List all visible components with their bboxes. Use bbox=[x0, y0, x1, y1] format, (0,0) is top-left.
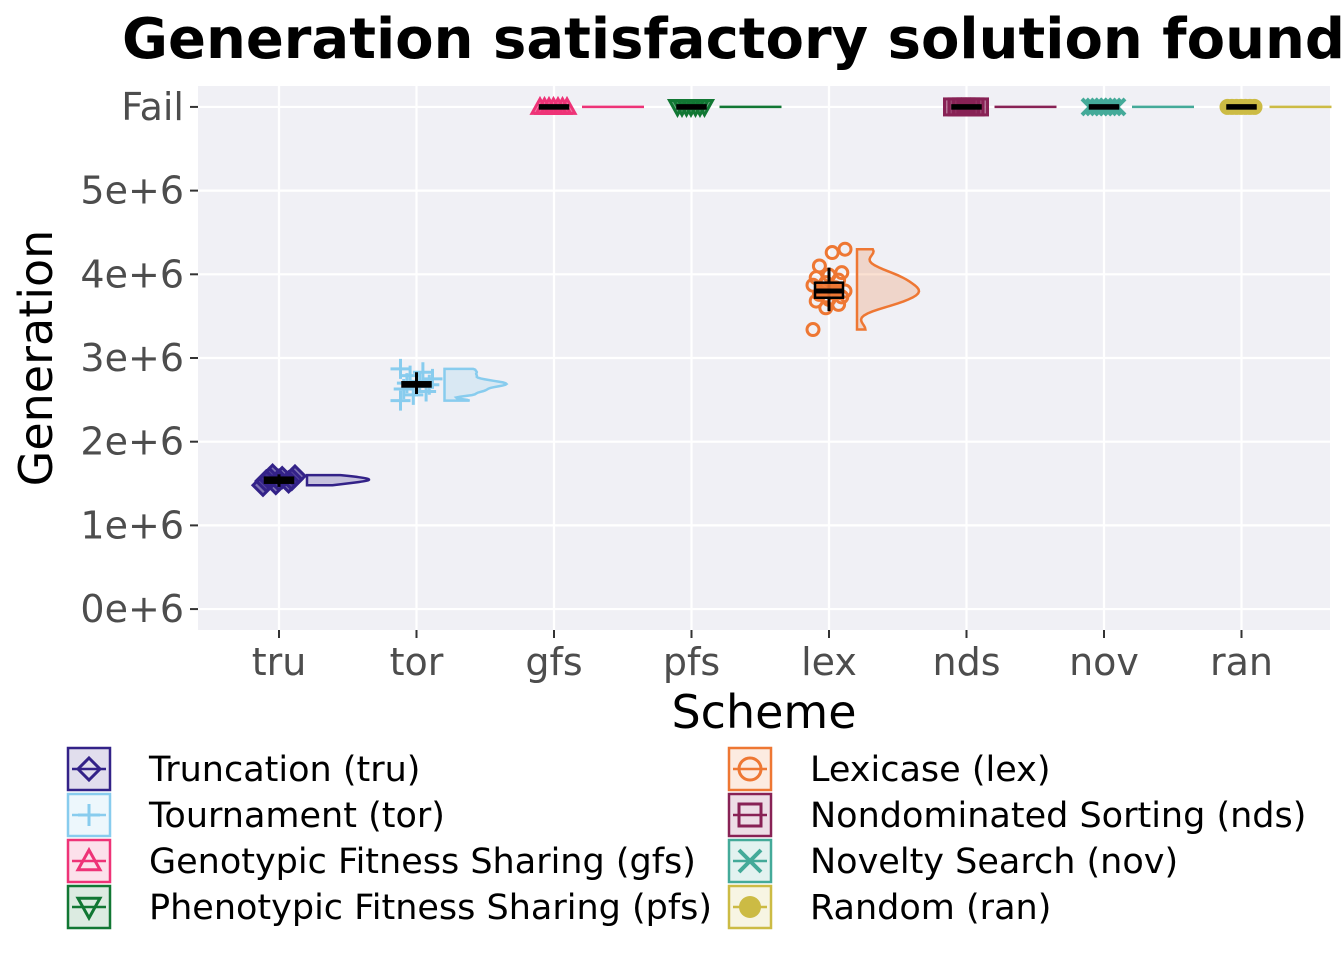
x-tick-label: nds bbox=[932, 640, 1000, 684]
point-lex bbox=[824, 245, 840, 261]
chart-title: Generation satisfactory solution found bbox=[122, 7, 1344, 72]
x-tick-label: tor bbox=[390, 640, 444, 684]
y-tick-label: 1e+6 bbox=[80, 503, 184, 547]
legend-label-gfs: Genotypic Fitness Sharing (gfs) bbox=[149, 842, 696, 882]
x-tick-label: lex bbox=[801, 640, 857, 684]
y-tick-label: 2e+6 bbox=[80, 420, 184, 464]
point-lex bbox=[805, 322, 821, 338]
point-lex bbox=[837, 241, 853, 257]
y-axis: 0e+6 1e+6 2e+6 3e+6 4e+6 5e+6 Fail bbox=[80, 85, 198, 631]
legend-label-tor: Tournament (tor) bbox=[148, 796, 445, 836]
legend-marker-nov bbox=[737, 848, 763, 874]
legend-label-tru: Truncation (tru) bbox=[148, 750, 420, 790]
x-tick-label: ran bbox=[1210, 640, 1273, 684]
y-axis-label: Generation bbox=[9, 230, 63, 487]
legend-marker-ran bbox=[739, 896, 761, 918]
y-tick-label: 0e+6 bbox=[80, 587, 184, 631]
violin-tor bbox=[443, 367, 509, 402]
y-tick-label: 5e+6 bbox=[80, 169, 184, 213]
grid bbox=[198, 86, 1330, 630]
boxes bbox=[263, 104, 1257, 487]
legend-label-pfs: Phenotypic Fitness Sharing (pfs) bbox=[149, 888, 712, 928]
x-axis-label: Scheme bbox=[671, 685, 856, 739]
legend-label-nds: Nondominated Sorting (nds) bbox=[810, 796, 1306, 836]
y-tick-label: 4e+6 bbox=[80, 252, 184, 296]
violin-tru bbox=[305, 473, 371, 487]
legend-label-lex: Lexicase (lex) bbox=[810, 750, 1051, 790]
x-tick-label: tru bbox=[252, 640, 307, 684]
y-tick-label: Fail bbox=[121, 85, 184, 129]
legend-marker-nds bbox=[737, 802, 763, 828]
x-tick-label: nov bbox=[1069, 640, 1139, 684]
point-lex bbox=[818, 300, 834, 316]
legend-marker-tor bbox=[78, 804, 100, 826]
legend: Truncation (tru) Tournament (tor) Genotypi… bbox=[66, 746, 1306, 930]
x-tick-label: gfs bbox=[525, 640, 582, 684]
legend-label-nov: Novelty Search (nov) bbox=[810, 842, 1178, 882]
legend-marker-tru bbox=[75, 755, 103, 783]
legend-marker-lex bbox=[737, 756, 763, 782]
x-tick-label: pfs bbox=[663, 640, 720, 684]
violin-lex bbox=[855, 247, 921, 331]
legend-label-ran: Random (ran) bbox=[810, 888, 1051, 928]
legend-marker-gfs bbox=[75, 846, 103, 872]
point-lex bbox=[811, 258, 827, 274]
y-tick-label: 3e+6 bbox=[80, 336, 184, 380]
clouds bbox=[305, 105, 1332, 487]
x-axis: tru tor gfs pfs lex nds nov ran bbox=[252, 630, 1273, 684]
legend-marker-pfs bbox=[75, 896, 103, 922]
point-lex bbox=[834, 265, 850, 281]
point-tor bbox=[390, 358, 411, 379]
point-tor bbox=[390, 390, 411, 411]
